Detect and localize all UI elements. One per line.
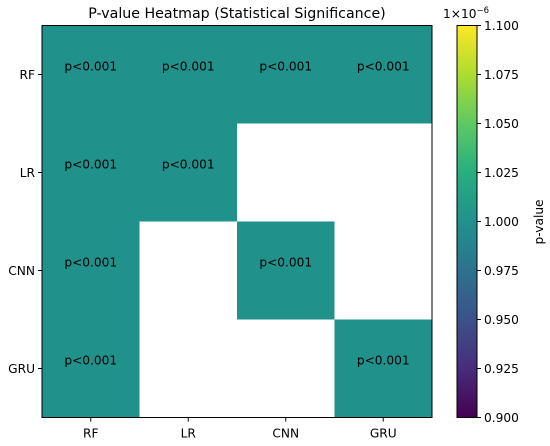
heatmap-cell-cnn-lr — [139, 221, 238, 320]
y-axis-ticks: RF LR CNN GRU — [8, 68, 42, 376]
heatmap-cells — [42, 25, 433, 418]
colorbar-tick-label: 1.100 — [484, 19, 519, 33]
heatmap-cell-lr-gru — [334, 123, 433, 222]
colorbar-offset-exponent: −6 — [476, 6, 489, 16]
colorbar-offset-base: 1×10 — [443, 7, 476, 21]
heatmap-cell-lr-cnn — [237, 123, 335, 222]
heatmap-cell-rf-lr — [139, 25, 238, 124]
colorbar-tick-label: 0.975 — [484, 264, 519, 278]
x-axis-ticks: RF LR CNN GRU — [83, 417, 397, 441]
x-tick-label-cnn: CNN — [272, 427, 299, 441]
colorbar-tick-label: 0.900 — [484, 411, 519, 425]
colorbar-tick-label: 1.050 — [484, 117, 519, 131]
colorbar-tick-label: 1.025 — [484, 166, 519, 180]
x-tick-label-lr: LR — [181, 427, 197, 441]
cell-annotation-gru-rf: p<0.001 — [64, 354, 117, 368]
heatmap-cell-gru-rf — [42, 319, 140, 418]
colorbar-offset-text: 1×10−6 — [443, 6, 489, 21]
cell-annotation-lr-lr: p<0.001 — [162, 158, 215, 172]
colorbar — [456, 25, 478, 418]
heatmap-cell-gru-gru — [334, 319, 433, 418]
cell-annotation-rf-cnn: p<0.001 — [259, 60, 312, 74]
cell-annotation-gru-gru: p<0.001 — [357, 354, 410, 368]
heatmap-cell-rf-gru — [334, 25, 433, 124]
y-tick-label-rf: RF — [20, 68, 35, 82]
colorbar-label: p-value — [532, 199, 546, 244]
heatmap-cell-cnn-cnn — [237, 221, 335, 320]
y-tick-label-gru: GRU — [8, 362, 35, 376]
heatmap-frame — [41, 25, 433, 418]
heatmap-cell-gru-cnn — [237, 319, 335, 418]
colorbar-tick-label: 0.925 — [484, 362, 519, 376]
heatmap-cell-cnn-rf — [42, 221, 140, 320]
colorbar-tick-label: 1.075 — [484, 68, 519, 82]
cell-annotation-rf-lr: p<0.001 — [162, 60, 215, 74]
cell-annotation-rf-rf: p<0.001 — [64, 60, 117, 74]
chart-title: P-value Heatmap (Statistical Significanc… — [88, 6, 385, 22]
heatmap-cell-rf-cnn — [237, 25, 335, 124]
heatmap-cell-cnn-gru — [334, 221, 433, 320]
colorbar-ticks: 0.900 0.925 0.950 0.975 1.000 1.025 1.050 1.075… — [477, 19, 519, 425]
cell-annotation-cnn-cnn: p<0.001 — [259, 256, 312, 270]
cell-annotation-rf-gru: p<0.001 — [357, 60, 410, 74]
colorbar-tick-label: 0.950 — [484, 313, 519, 327]
heatmap-cell-labels: p<0.001 p<0.001 p<0.001 p<0.001 p<0.001 p<0.0… — [64, 60, 409, 368]
heatmap-cell-rf-rf — [42, 25, 140, 124]
heatmap-cell-lr-rf — [42, 123, 140, 222]
cell-annotation-lr-rf: p<0.001 — [64, 158, 117, 172]
y-tick-label-lr: LR — [20, 166, 36, 180]
cell-annotation-cnn-rf: p<0.001 — [64, 256, 117, 270]
y-tick-label-cnn: CNN — [8, 264, 35, 278]
x-tick-label-rf: RF — [83, 427, 98, 441]
x-tick-label-gru: GRU — [370, 427, 397, 441]
heatmap-cell-lr-lr — [139, 123, 238, 222]
heatmap-cell-gru-lr — [139, 319, 238, 418]
colorbar-tick-label: 1.000 — [484, 215, 519, 229]
